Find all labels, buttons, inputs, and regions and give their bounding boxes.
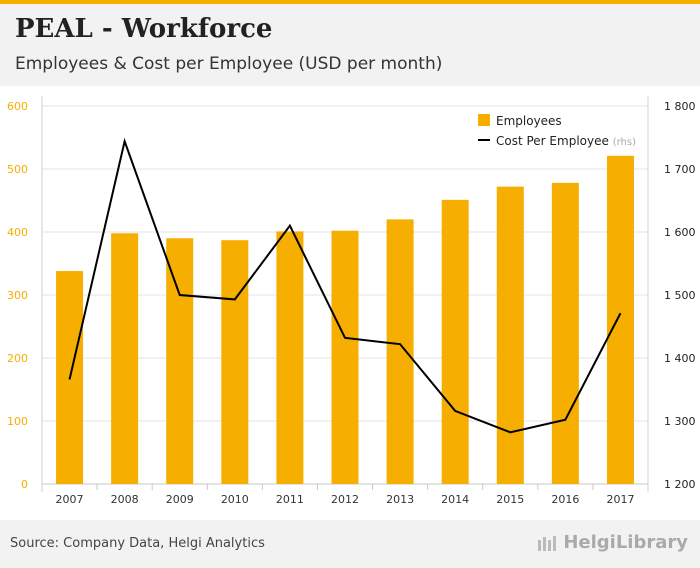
bar-employees — [166, 238, 194, 484]
right-axis-tick-label: 1 700 — [664, 163, 696, 176]
x-axis-tick-label: 2014 — [441, 493, 469, 506]
legend-label-rhs: (rhs) — [613, 137, 636, 148]
x-axis-tick-label: 2016 — [551, 493, 579, 506]
right-axis-tick-label: 1 600 — [664, 226, 696, 239]
chart-subtitle: Employees & Cost per Employee (USD per m… — [15, 54, 443, 74]
bar-employees — [276, 231, 304, 484]
chart-area: 0 100 200 300 400 500 600 1 200 1 300 1 400 1 500 1… — [0, 86, 700, 516]
bar-employees — [386, 219, 414, 484]
x-axis-tick-label: 2007 — [56, 493, 84, 506]
source-note: Source: Company Data, Helgi Analytics — [10, 536, 265, 551]
x-axis-tick-label: 2011 — [276, 493, 304, 506]
left-axis-tick-label: 0 — [21, 478, 28, 491]
left-axis-tick-label: 100 — [7, 415, 28, 428]
x-axis-tick-label: 2012 — [331, 493, 359, 506]
x-axis-tick-label: 2013 — [386, 493, 414, 506]
right-axis-tick-label: 1 300 — [664, 415, 696, 428]
combo-chart: 0 100 200 300 400 500 600 1 200 1 300 1 400 1 500 1… — [7, 96, 696, 506]
x-axis-tick-label: 2017 — [606, 493, 634, 506]
left-axis-tick-label: 300 — [7, 289, 28, 302]
bar-employees — [331, 230, 359, 484]
legend-swatch-employees — [478, 114, 490, 126]
brand-name: HelgiLibrary — [563, 532, 688, 553]
bar-employees — [606, 155, 634, 484]
bar-employees — [441, 199, 469, 484]
left-axis-tick-label: 500 — [7, 163, 28, 176]
left-axis-tick-label: 200 — [7, 352, 28, 365]
top-accent-bar — [0, 0, 700, 4]
bar-employees — [496, 186, 524, 484]
brand-logo[interactable]: HelgiLibrary — [537, 532, 688, 553]
right-axis-tick-label: 1 400 — [664, 352, 696, 365]
chart-title: PEAL - Workforce — [15, 14, 273, 44]
line-cost-per-employee — [68, 137, 622, 434]
x-axis-tick-label: 2015 — [496, 493, 524, 506]
legend-label-cost: Cost Per Employee (rhs) — [496, 134, 636, 148]
right-axis-tick-label: 1 500 — [664, 289, 696, 302]
x-axis-tick-label: 2009 — [166, 493, 194, 506]
right-axis-tick-label: 1 800 — [664, 100, 696, 113]
chart-header: PEAL - Workforce Employees & Cost per Em… — [0, 4, 700, 86]
x-axis-tick-label: 2008 — [111, 493, 139, 506]
right-axis-tick-label: 1 200 — [664, 478, 696, 491]
chart-footer: Source: Company Data, Helgi Analytics He… — [0, 520, 700, 568]
library-icon — [538, 535, 557, 551]
left-axis-tick-label: 400 — [7, 226, 28, 239]
bar-employees — [221, 240, 249, 484]
bar-employees — [111, 233, 139, 484]
left-axis-tick-label: 600 — [7, 100, 28, 113]
x-axis-tick-label: 2010 — [221, 493, 249, 506]
legend-label-employees: Employees — [496, 114, 562, 128]
bar-employees — [551, 182, 579, 485]
